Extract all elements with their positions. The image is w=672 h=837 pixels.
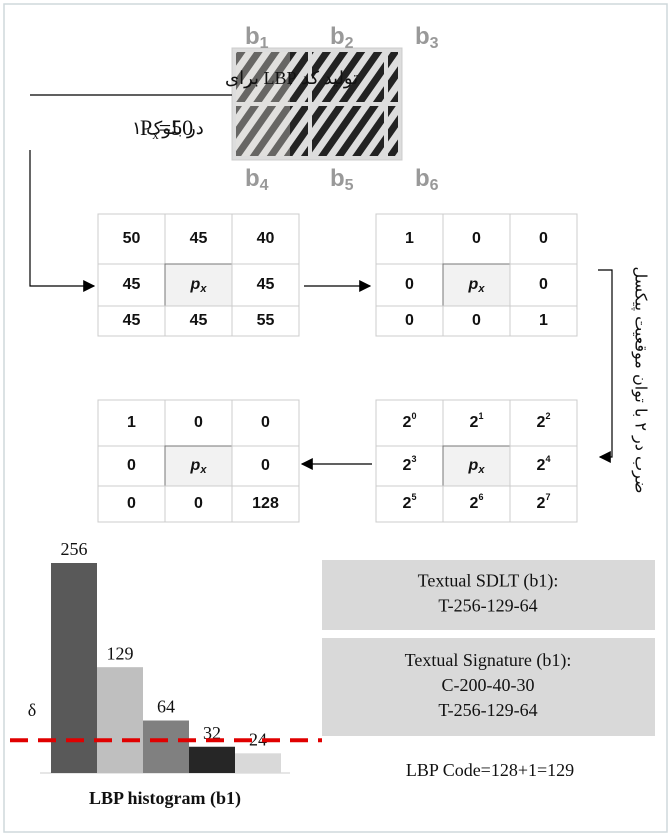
power-exp: 3 [411,454,416,464]
block-letter: b [245,23,260,50]
threshold-label: δ [28,700,36,720]
cell-value: 0 [194,495,203,512]
zebra-image [232,48,402,160]
cell-value: 0 [261,457,270,474]
block-label: b4 [245,165,269,194]
caption-eq: =50 [159,115,193,140]
power-base: 2 [403,414,412,431]
cell-value: 1 [405,230,414,247]
box-line: Textual SDLT (b1): [418,571,559,592]
bar-label: 129 [107,643,134,663]
box-line: C-200-40-30 [442,675,535,695]
pixel-sub: x [199,464,207,476]
block-index: 1 [260,35,269,52]
bar-label: 256 [61,539,88,559]
cell-value: 0 [539,230,548,247]
block-index: 2 [345,35,354,52]
block-index: 6 [430,177,439,194]
cell-value: 0 [127,495,136,512]
cell-value: 45 [190,230,208,247]
box-line: T-256-129-64 [438,596,537,616]
cell-value: 45 [123,276,141,293]
power-base: 2 [537,414,546,431]
pixel-letter: p [190,276,201,293]
bar [189,747,235,773]
cell-value: 1 [539,312,548,329]
box-line: Textual Signature (b1): [405,650,572,671]
pixel-letter: p [468,276,479,293]
power-exp: 4 [545,454,550,464]
block-label: b2 [330,23,354,52]
formula: LBP Code=128+1=129 [406,760,574,780]
cell-value: 0 [261,414,270,431]
cell-value: 0 [472,312,481,329]
side-note: ضرب در ۲ با توان موقعیت پیکسل [631,267,651,494]
cell-value: 1 [127,414,136,431]
caption: Px=50 [140,115,193,142]
cell-value: 0 [539,276,548,293]
bar [235,753,281,773]
bar-label: 64 [157,697,175,717]
cell-value: 0 [472,230,481,247]
cell-value: 40 [257,230,275,247]
bar [97,667,143,773]
power-exp: 7 [545,492,550,502]
power-base: 2 [470,414,479,431]
pixel-sub: x [199,283,207,295]
block-label: b1 [245,23,269,52]
bar [143,721,189,774]
block-index: 3 [430,35,439,52]
power-base: 2 [403,495,412,512]
power-exp: 0 [411,411,416,421]
caption-symbol: P [140,115,152,140]
power-exp: 5 [411,492,416,502]
cell-value: 0 [127,457,136,474]
block-label: b5 [330,165,354,194]
histogram-title: LBP histogram (b1) [89,788,241,809]
caption: تولید کد LBP برای [225,68,358,89]
pixel-sub: x [477,464,485,476]
block-label: b3 [415,23,439,52]
cell-value: 128 [252,495,279,512]
block-index: 5 [345,177,354,194]
block-letter: b [415,165,430,192]
block-label: b6 [415,165,439,194]
block-letter: b [330,165,345,192]
power-base: 2 [537,495,546,512]
cell-value: 0 [194,414,203,431]
power-base: 2 [537,457,546,474]
pixel-sub: x [477,283,485,295]
box-line: T-256-129-64 [438,700,537,720]
power-exp: 1 [478,411,483,421]
pixel-letter: p [190,457,201,474]
cell-value: 0 [405,312,414,329]
block-letter: b [245,165,260,192]
cell-value: 55 [257,312,275,329]
cell-value: 45 [257,276,275,293]
power-exp: 6 [478,492,483,502]
block-index: 4 [260,177,269,194]
power-base: 2 [470,495,479,512]
page: b1b2b3b4b5b6تولید کد LBP برایدر بلوک ۱Px… [0,0,672,837]
cell-value: 45 [123,312,141,329]
power-base: 2 [403,457,412,474]
pixel-letter: p [468,457,479,474]
block-letter: b [415,23,430,50]
cell-value: 0 [405,276,414,293]
cell-value: 45 [190,312,208,329]
power-exp: 2 [545,411,550,421]
cell-value: 50 [123,230,141,247]
block-letter: b [330,23,345,50]
